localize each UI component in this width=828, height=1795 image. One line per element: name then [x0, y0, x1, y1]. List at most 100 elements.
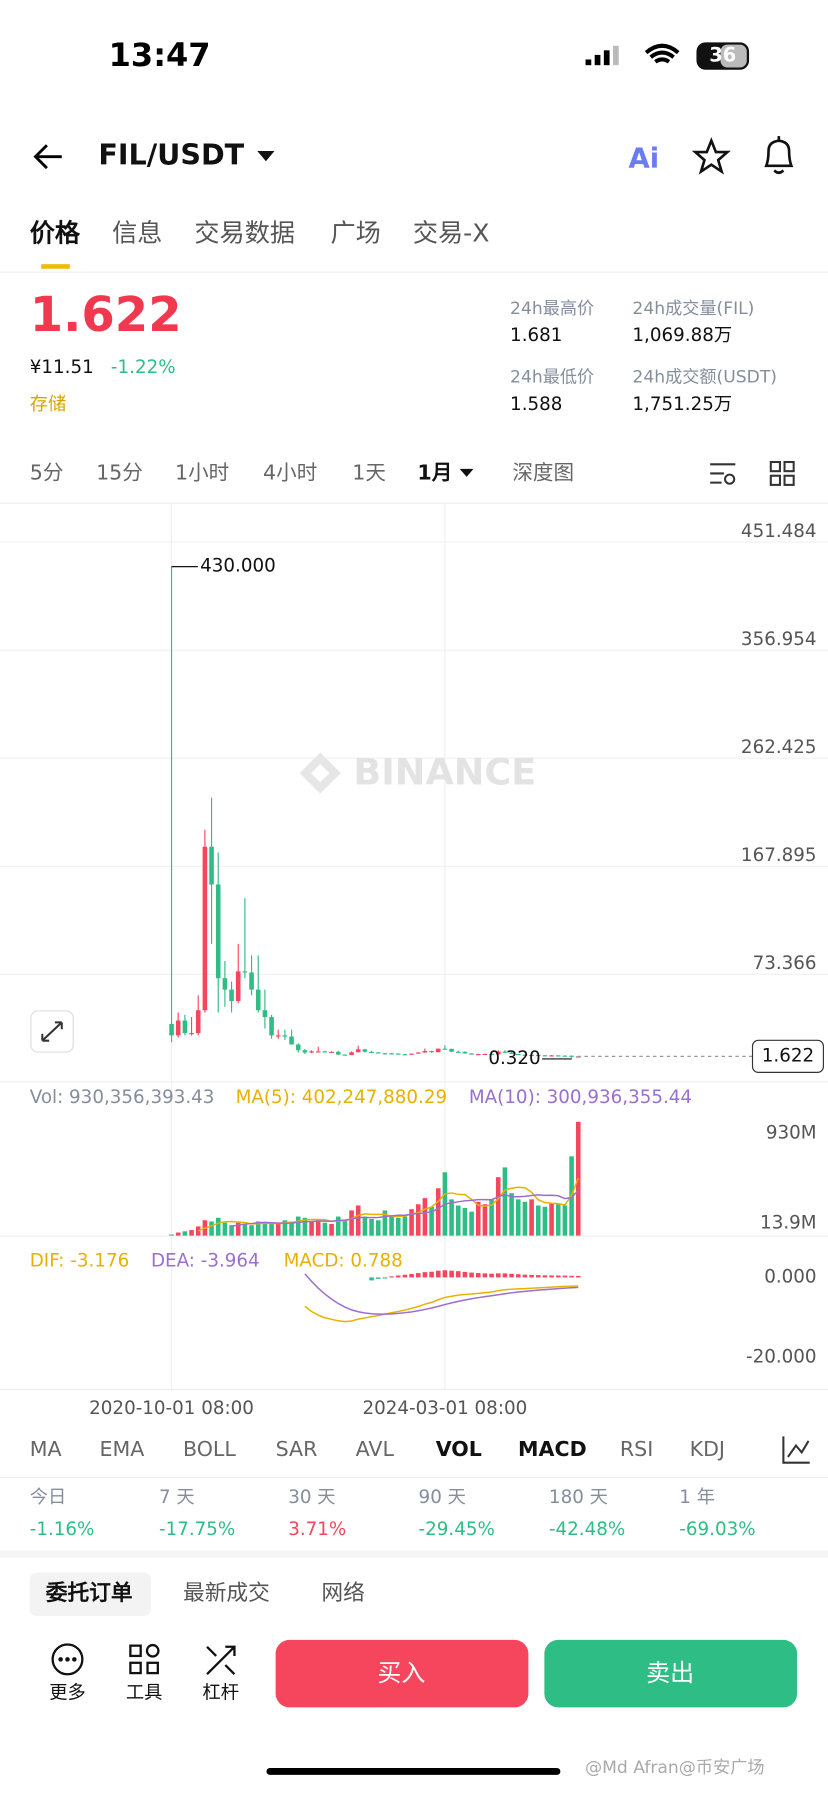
macd-histogram-bar [469, 1272, 474, 1278]
tab[interactable]: 价格 [30, 218, 81, 247]
volume-bar [515, 1199, 521, 1237]
volume-bar [542, 1206, 548, 1237]
favorite-button[interactable] [691, 137, 731, 175]
candle-body [362, 1049, 368, 1052]
volume-bar [242, 1223, 248, 1237]
candle-body [435, 1048, 441, 1053]
macd-histogram-bar [455, 1271, 461, 1278]
candle-body [202, 846, 208, 1011]
order-tab[interactable]: 最新成交 [183, 1581, 270, 1606]
action-label[interactable]: 工具 [126, 1683, 163, 1704]
macd-histogram-bar [402, 1274, 408, 1278]
tab[interactable]: 交易数据 [194, 218, 295, 247]
stat-label: 24h最高价 [510, 299, 594, 319]
candle-body [555, 1055, 561, 1057]
candle-body [282, 1035, 288, 1037]
macd-axis-label: -20.000 [746, 1346, 817, 1367]
volume-bar [395, 1217, 401, 1237]
interval-tab[interactable]: 5分 [30, 460, 64, 484]
performance-value: -29.45% [419, 1519, 495, 1540]
sector-tag: 存储 [30, 394, 67, 415]
volume-bar [362, 1216, 368, 1237]
alert-button[interactable] [764, 139, 794, 174]
pair-dropdown[interactable] [257, 150, 275, 162]
sell-button[interactable] [544, 1639, 798, 1708]
candle-body [529, 1054, 534, 1057]
interval-tab[interactable]: 1天 [352, 460, 386, 484]
interval-tab[interactable]: 1小时 [175, 460, 229, 484]
interval-tab[interactable]: 1月 [417, 460, 452, 484]
dif-text: DIF: -3.176 [30, 1250, 129, 1271]
candle-body [302, 1050, 308, 1053]
indicator-tab[interactable]: EMA [100, 1437, 145, 1461]
macd-histogram-bar [449, 1270, 454, 1278]
order-tab[interactable]: 网络 [321, 1581, 364, 1606]
candle-body [515, 1053, 521, 1056]
indicator-tab[interactable]: MA [30, 1437, 62, 1461]
tools-icon[interactable] [129, 1643, 160, 1675]
volume-bar [462, 1207, 468, 1237]
dif-line [304, 1285, 579, 1323]
interval-dropdown[interactable] [459, 468, 474, 477]
buy-button[interactable] [275, 1639, 529, 1708]
chart-settings-icon[interactable] [710, 463, 736, 485]
sell-label[interactable]: 卖出 [646, 1659, 694, 1687]
candle-body [469, 1053, 474, 1055]
indicator-tab[interactable]: VOL [436, 1437, 482, 1461]
low-label: 0.320 [488, 1048, 540, 1069]
interval-tab[interactable]: 4小时 [263, 460, 317, 484]
more-icon[interactable] [51, 1643, 84, 1676]
volume-bar [222, 1222, 228, 1237]
performance-label: 1 年 [679, 1487, 715, 1508]
price-axis-label: 451.484 [741, 521, 817, 542]
candle-body [455, 1051, 461, 1053]
volume-bar [275, 1223, 281, 1237]
tab[interactable]: 信息 [112, 218, 162, 247]
candle-body [575, 1056, 581, 1058]
performance-value: 3.71% [288, 1519, 346, 1540]
current-price-label: 1.622 [762, 1045, 814, 1066]
price-axis-label: 167.895 [741, 845, 817, 866]
layout-icon[interactable] [769, 460, 795, 486]
volume-bar [349, 1210, 354, 1237]
macd-histogram-bar [562, 1275, 568, 1278]
candle-body [475, 1053, 481, 1056]
indicator-tab[interactable]: KDJ [690, 1437, 725, 1461]
volume-bar [549, 1203, 554, 1237]
tab[interactable]: 交易-X [413, 218, 490, 247]
leverage-icon[interactable] [206, 1645, 236, 1676]
price-change: -1.22% [111, 357, 176, 378]
candle-body [569, 1055, 574, 1057]
volume-bar [475, 1201, 481, 1237]
candle-body [309, 1051, 314, 1053]
candle-body [235, 971, 241, 1002]
macd-histogram-bar [422, 1272, 428, 1278]
macd-histogram-bar [522, 1274, 528, 1278]
ai-button[interactable]: Ai [629, 144, 660, 175]
ma5-text: MA(5): 402,247,880.29 [236, 1087, 448, 1108]
macd-histogram-bar [529, 1274, 534, 1278]
buy-label[interactable]: 买入 [377, 1659, 425, 1687]
candle-body [255, 989, 261, 1011]
order-tab[interactable]: 委托订单 [45, 1581, 133, 1606]
pair-title[interactable]: FIL/USDT [98, 138, 244, 172]
macd-histogram-bar [409, 1273, 414, 1278]
action-label[interactable]: 更多 [49, 1683, 86, 1704]
indicator-tab[interactable]: RSI [620, 1437, 653, 1461]
indicator-tab[interactable]: MACD [518, 1437, 587, 1461]
indicator-tab[interactable]: AVL [356, 1437, 395, 1461]
interval-tab[interactable]: 深度图 [512, 460, 574, 484]
back-button[interactable] [33, 144, 62, 170]
volume-bar [535, 1205, 541, 1237]
order-tab-active[interactable] [29, 1572, 151, 1616]
indicator-settings-icon[interactable] [782, 1436, 810, 1464]
action-label[interactable]: 杠杆 [202, 1683, 239, 1704]
home-indicator [266, 1768, 561, 1775]
indicator-tab[interactable]: SAR [276, 1437, 318, 1461]
time-axis-label: 2024-03-01 08:00 [363, 1398, 528, 1419]
interval-tab[interactable]: 15分 [96, 460, 143, 484]
indicator-tab[interactable]: BOLL [183, 1437, 236, 1461]
tab[interactable]: 广场 [331, 218, 381, 247]
volume-bar [282, 1220, 288, 1237]
